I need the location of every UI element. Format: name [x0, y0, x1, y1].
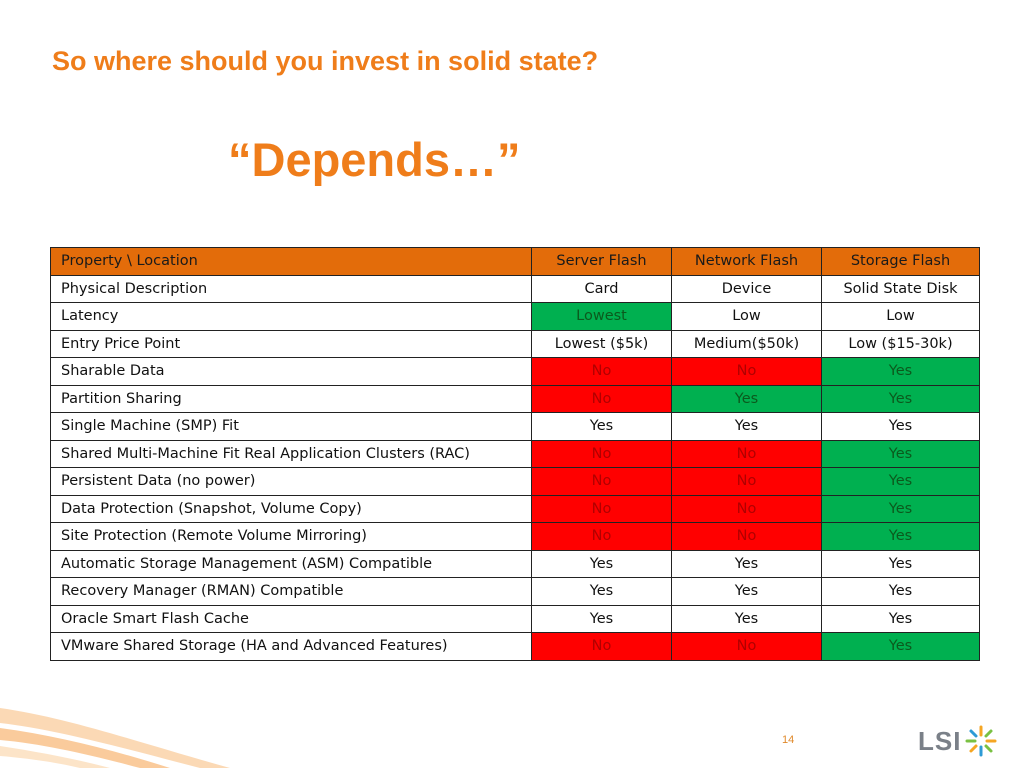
value-cell: Yes	[821, 577, 980, 606]
table-row: Automatic Storage Management (ASM) Compa…	[50, 549, 980, 578]
table-row: Persistent Data (no power) No No Yes	[50, 467, 980, 496]
value-cell: Solid State Disk	[821, 274, 980, 303]
table-header-row: Property \ Location Server Flash Network…	[50, 247, 980, 276]
property-cell: Recovery Manager (RMAN) Compatible	[50, 577, 532, 606]
header-cell: Property \ Location	[50, 247, 532, 276]
value-cell: Medium($50k)	[671, 329, 822, 358]
value-cell: No	[531, 384, 672, 413]
property-cell: Persistent Data (no power)	[50, 467, 532, 496]
property-cell: Automatic Storage Management (ASM) Compa…	[50, 549, 532, 578]
table-row: VMware Shared Storage (HA and Advanced F…	[50, 632, 980, 661]
value-cell: Lowest	[531, 302, 672, 331]
value-cell: Yes	[671, 384, 822, 413]
property-cell: Site Protection (Remote Volume Mirroring…	[50, 522, 532, 551]
comparison-table-body: Property \ Location Server Flash Network…	[50, 247, 980, 661]
value-cell: Yes	[671, 577, 822, 606]
property-cell: Latency	[50, 302, 532, 331]
value-cell: No	[671, 632, 822, 661]
value-cell: Low	[671, 302, 822, 331]
table-row: Oracle Smart Flash Cache Yes Yes Yes	[50, 604, 980, 633]
value-cell: No	[671, 439, 822, 468]
value-cell: Yes	[531, 604, 672, 633]
property-cell: Single Machine (SMP) Fit	[50, 412, 532, 441]
value-cell: Yes	[821, 632, 980, 661]
value-cell: Device	[671, 274, 822, 303]
value-cell: No	[531, 522, 672, 551]
table-row: Partition Sharing No Yes Yes	[50, 384, 980, 413]
value-cell: Yes	[821, 522, 980, 551]
page-number: 14	[782, 734, 795, 746]
lsi-logo: LSI	[918, 724, 998, 758]
property-cell: Partition Sharing	[50, 384, 532, 413]
header-cell: Server Flash	[531, 247, 672, 276]
value-cell: No	[671, 357, 822, 386]
table-row: Latency Lowest Low Low	[50, 302, 980, 331]
table-row: Recovery Manager (RMAN) Compatible Yes Yes…	[50, 577, 980, 606]
table-row: Site Protection (Remote Volume Mirroring…	[50, 522, 980, 551]
table-row: Single Machine (SMP) Fit Yes Yes Yes	[50, 412, 980, 441]
value-cell: Yes	[821, 549, 980, 578]
comparison-table: Property \ Location Server Flash Network…	[50, 247, 980, 661]
logo-text: LSI	[918, 725, 962, 756]
value-cell: Yes	[671, 412, 822, 441]
value-cell: No	[671, 522, 822, 551]
header-cell: Storage Flash	[821, 247, 980, 276]
value-cell: Yes	[821, 467, 980, 496]
value-cell: Lowest ($5k)	[531, 329, 672, 358]
value-cell: Low ($15-30k)	[821, 329, 980, 358]
value-cell: No	[671, 467, 822, 496]
table-row: Sharable Data No No Yes	[50, 357, 980, 386]
table-row: Physical Description Card Device Solid Stat…	[50, 274, 980, 303]
value-cell: No	[531, 357, 672, 386]
header-cell: Network Flash	[671, 247, 822, 276]
value-cell: Low	[821, 302, 980, 331]
property-cell: Physical Description	[50, 274, 532, 303]
value-cell: Yes	[821, 439, 980, 468]
table-row: Data Protection (Snapshot, Volume Copy) N…	[50, 494, 980, 523]
property-cell: VMware Shared Storage (HA and Advanced F…	[50, 632, 532, 661]
value-cell: No	[531, 632, 672, 661]
slide-subtitle: “Depends…”	[228, 133, 521, 186]
property-cell: Data Protection (Snapshot, Volume Copy)	[50, 494, 532, 523]
slide-title: So where should you invest in solid stat…	[52, 46, 599, 76]
value-cell: No	[531, 439, 672, 468]
property-cell: Shared Multi-Machine Fit Real Applicatio…	[50, 439, 532, 468]
value-cell: Yes	[671, 604, 822, 633]
value-cell: Yes	[531, 577, 672, 606]
value-cell: No	[671, 494, 822, 523]
value-cell: Yes	[821, 494, 980, 523]
value-cell: Yes	[821, 604, 980, 633]
lsi-starburst-icon	[965, 725, 997, 757]
value-cell: Yes	[671, 549, 822, 578]
table-row: Entry Price Point Lowest ($5k) Medium($50k…	[50, 329, 980, 358]
table-row: Shared Multi-Machine Fit Real Applicatio…	[50, 439, 980, 468]
property-cell: Sharable Data	[50, 357, 532, 386]
value-cell: Yes	[821, 412, 980, 441]
value-cell: Yes	[531, 412, 672, 441]
decorative-swoosh	[0, 708, 230, 768]
value-cell: Card	[531, 274, 672, 303]
value-cell: No	[531, 494, 672, 523]
property-cell: Oracle Smart Flash Cache	[50, 604, 532, 633]
value-cell: Yes	[531, 549, 672, 578]
value-cell: Yes	[821, 357, 980, 386]
value-cell: Yes	[821, 384, 980, 413]
property-cell: Entry Price Point	[50, 329, 532, 358]
value-cell: No	[531, 467, 672, 496]
